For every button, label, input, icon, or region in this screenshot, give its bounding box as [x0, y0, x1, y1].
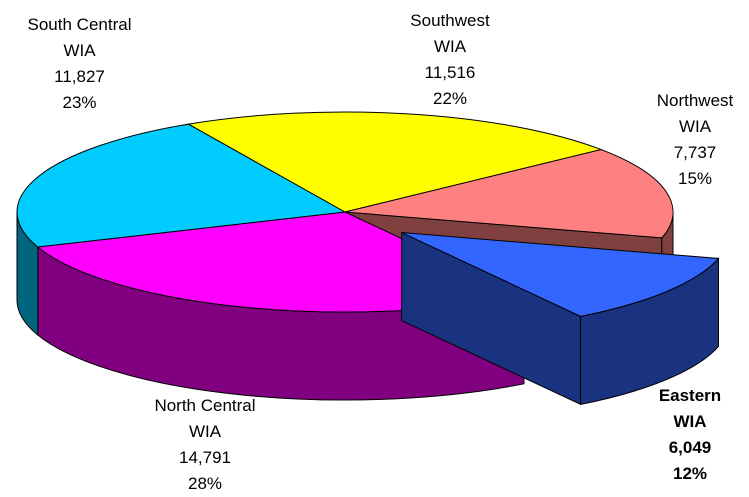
percent-label: 28% [187, 474, 223, 493]
category: North Central WIA [154, 396, 256, 441]
percent-label: 15% [677, 169, 713, 188]
value-label: 11,516 [424, 63, 476, 82]
slice [401, 232, 720, 317]
slice-label: Northwest WIA 7,737 15% [645, 88, 745, 192]
slice-label: Eastern WIA 6,049 12% [650, 383, 730, 487]
slice [187, 111, 603, 213]
value-label: 7,737 [673, 143, 717, 162]
slice-label: South Central WIA 11,827 23% [12, 12, 147, 116]
slice [344, 149, 674, 239]
percent-label: 12% [672, 464, 708, 483]
category: Northwest WIA [656, 91, 734, 136]
category: South Central WIA [27, 15, 132, 60]
value-label: 6,049 [668, 438, 712, 457]
value-label: 11,827 [54, 67, 105, 86]
slice-label: Southwest WIA 11,516 22% [400, 8, 500, 112]
percent-label: 23% [62, 93, 97, 112]
category: Southwest WIA [410, 11, 490, 56]
slice-label: North Central WIA 14,791 28% [140, 393, 270, 497]
slice [16, 123, 347, 248]
percent-label: 22% [432, 89, 468, 108]
value-label: 14,791 [179, 448, 231, 467]
category: Eastern WIA [658, 386, 722, 431]
